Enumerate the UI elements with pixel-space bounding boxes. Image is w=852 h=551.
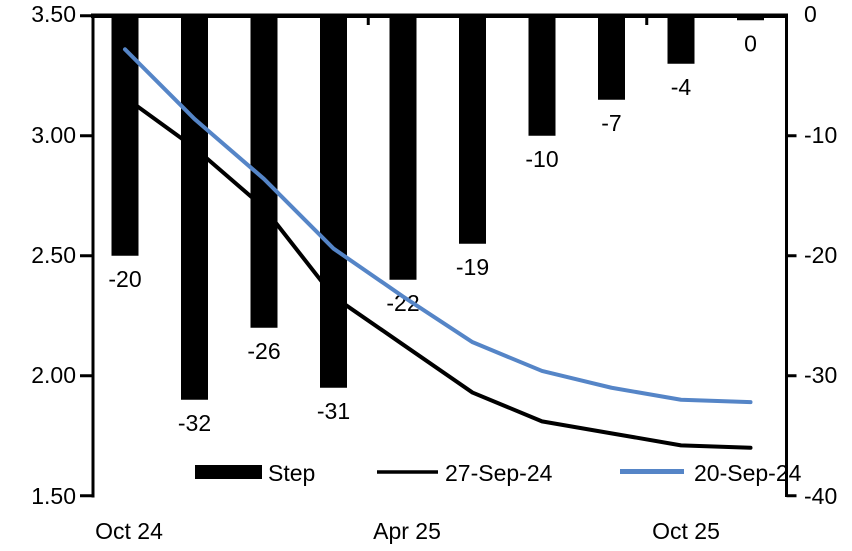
bar-value-label: -32: [178, 410, 211, 436]
line-27-sep-24: [123, 95, 753, 450]
bar-step: [667, 13, 695, 64]
bar-step: [528, 13, 556, 136]
bar-series-group: [111, 13, 764, 400]
x-axis-labels: Oct 24 Apr 25 Oct 25: [95, 518, 720, 544]
left-axis-label: 2.00: [31, 362, 76, 388]
legend-label-step: Step: [268, 460, 315, 486]
bar-step: [181, 13, 208, 400]
bar-value-label: -19: [456, 254, 489, 280]
bar-value-label: -20: [108, 266, 141, 292]
bar-value-label: -4: [671, 74, 692, 100]
bar-step: [320, 13, 347, 388]
legend-swatch-step: [195, 465, 262, 479]
right-axis-ticks: [786, 134, 797, 498]
left-axis-label: 1.50: [31, 483, 76, 509]
right-axis-label: -10: [804, 122, 837, 148]
left-axis-label: 3.00: [31, 122, 76, 148]
right-axis-label: -30: [804, 362, 837, 388]
x-axis-ticks: [366, 16, 649, 25]
bar-value-label: -7: [601, 110, 621, 136]
line-20-sep-24: [123, 47, 753, 405]
right-axis-label: 0: [804, 1, 817, 27]
bar-label-group: -20-32-26-31-22-19-10-7-40: [108, 30, 757, 436]
bar-value-label: -31: [317, 398, 350, 424]
bar-value-label: -26: [247, 338, 280, 364]
legend-label-20-sep-24: 20-Sep-24: [694, 460, 802, 486]
bar-step: [598, 13, 625, 100]
legend: Step 27-Sep-24 20-Sep-24: [195, 460, 802, 486]
bar-step: [459, 13, 486, 244]
x-axis-label: Oct 24: [95, 518, 163, 544]
bar-step: [389, 13, 417, 280]
bar-step: [111, 13, 139, 256]
legend-label-27-sep-24: 27-Sep-24: [445, 460, 553, 486]
left-axis-labels: 3.50 3.00 2.50 2.00 1.50: [31, 1, 76, 509]
x-axis-label: Apr 25: [373, 518, 441, 544]
right-axis-labels: 0 -10 -20 -30 -40: [804, 1, 837, 509]
left-axis-label: 2.50: [31, 242, 76, 268]
left-axis-ticks: [80, 14, 93, 498]
right-axis-label: -40: [804, 483, 837, 509]
left-axis-label: 3.50: [31, 1, 76, 27]
right-axis-label: -20: [804, 242, 837, 268]
bar-value-label: -10: [525, 146, 558, 172]
bar-value-label: 0: [744, 30, 757, 56]
line-series-group: [123, 47, 753, 450]
x-axis-label: Oct 25: [652, 518, 720, 544]
